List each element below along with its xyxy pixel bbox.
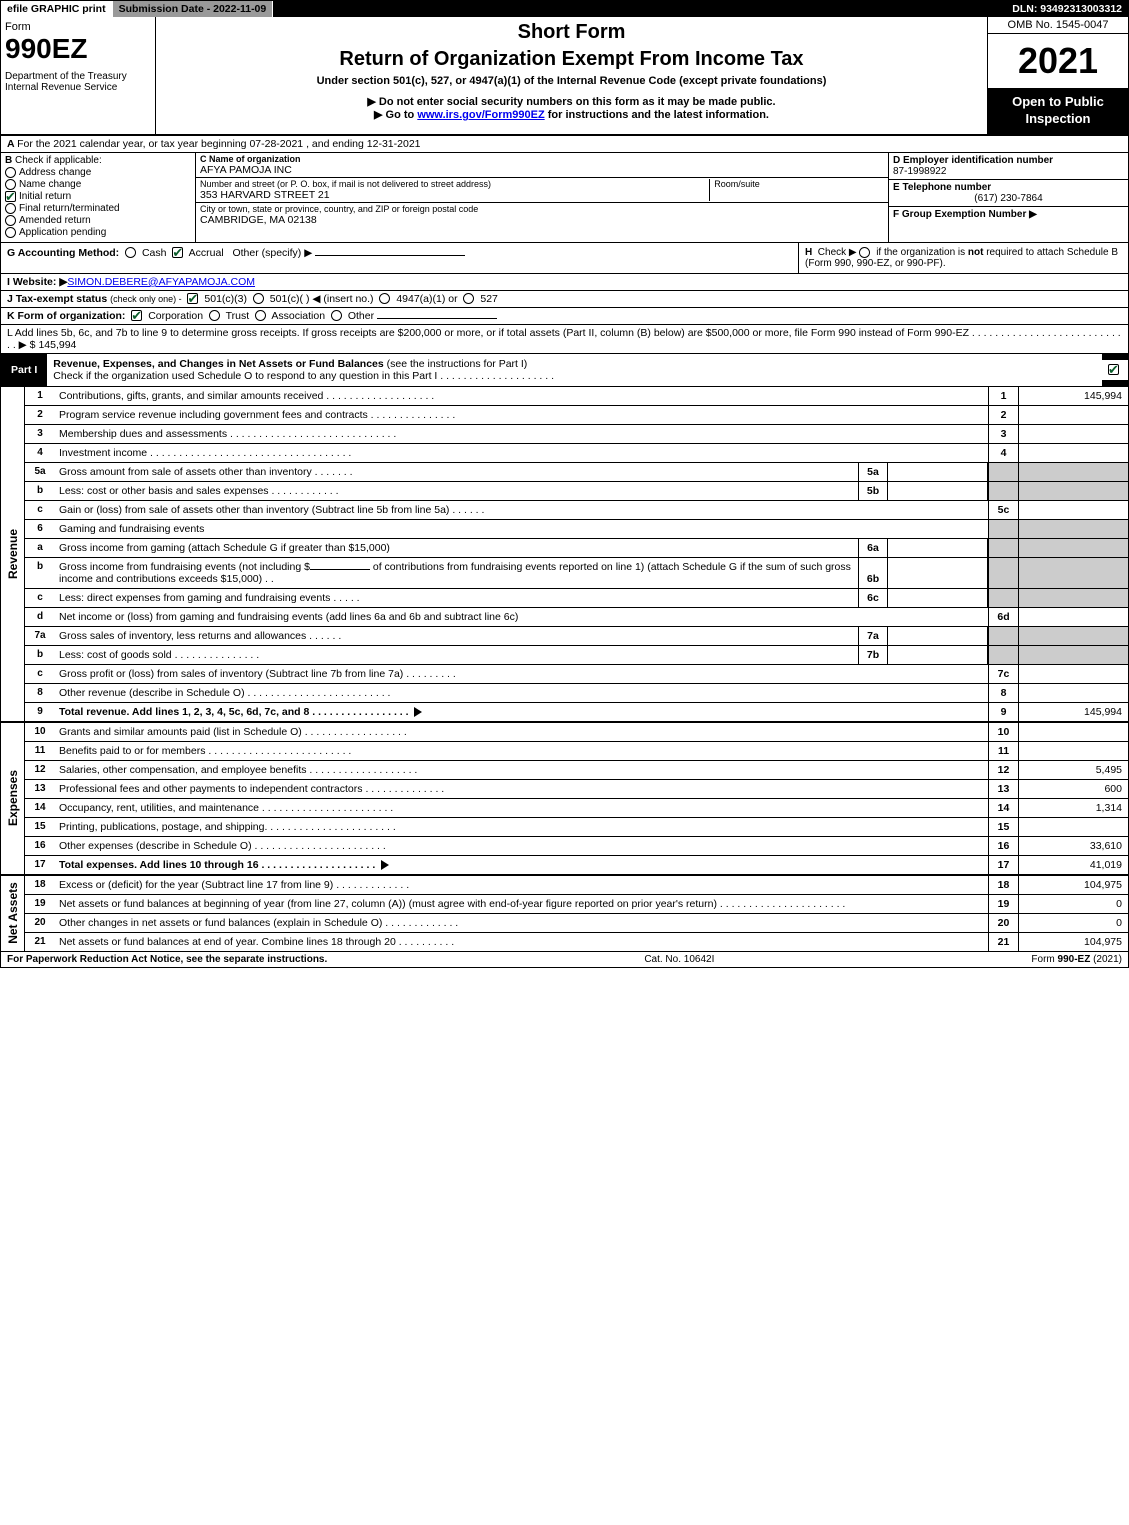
footer-center: Cat. No. 10642I [327,954,1031,965]
c-addr-label: Number and street (or P. O. box, if mail… [200,179,491,189]
header-center: Short Form Return of Organization Exempt… [156,17,988,134]
footer: For Paperwork Reduction Act Notice, see … [1,952,1128,967]
check-initial-return[interactable]: Initial return [5,191,191,202]
accrual-check[interactable] [172,247,183,258]
row-a-tax-year: A For the 2021 calendar year, or tax yea… [1,136,1128,153]
row-g-h: G Accounting Method: Cash Accrual Other … [1,243,1128,274]
arrow-icon [414,707,422,717]
section-b: B Check if applicable: Address change Na… [1,153,196,242]
expenses-vlabel: Expenses [1,723,25,874]
check-name-change[interactable]: Name change [5,179,191,190]
d-ein: D Employer identification number 87-1998… [889,153,1128,180]
row-j-tax-exempt: J Tax-exempt status (check only one) - 5… [1,291,1128,308]
check-final-return[interactable]: Final return/terminated [5,203,191,214]
j-4947-check[interactable] [379,293,390,304]
net-assets-table: Net Assets 18Excess or (deficit) for the… [1,876,1128,952]
irs-link[interactable]: www.irs.gov/Form990EZ [417,109,544,121]
check-amended-return[interactable]: Amended return [5,215,191,226]
top-bar: efile GRAPHIC print Submission Date - 20… [1,1,1128,17]
part-i-label: Part I [1,360,47,380]
c-city-label: City or town, state or province, country… [200,204,478,214]
footer-right: Form 990-EZ (2021) [1031,954,1122,965]
row-a-text: For the 2021 calendar year, or tax year … [17,138,420,150]
open-to-public: Open to Public Inspection [988,88,1128,134]
section-c: C Name of organization AFYA PAMOJA INC N… [196,153,888,242]
form-title: Return of Organization Exempt From Incom… [160,48,983,71]
b-title: Check if applicable: [15,155,102,166]
k-assoc-check[interactable] [255,310,266,321]
arrow-icon [381,860,389,870]
h-check[interactable] [859,247,870,258]
j-527-check[interactable] [463,293,474,304]
sub3-a: ▶ Go to [374,109,417,121]
j-501c3-check[interactable] [187,293,198,304]
part-i-header: Part I Revenue, Expenses, and Changes in… [1,354,1128,387]
header: Form 990EZ Department of the Treasury In… [1,17,1128,136]
check-application-pending[interactable]: Application pending [5,227,191,238]
revenue-table: Revenue 1Contributions, gifts, grants, a… [1,387,1128,723]
e-telephone: E Telephone number (617) 230-7864 [889,180,1128,207]
org-address: 353 HARVARD STREET 21 [200,189,330,201]
form-subtitle-1: Under section 501(c), 527, or 4947(a)(1)… [160,75,983,87]
g-accounting-method: G Accounting Method: Cash Accrual Other … [1,243,798,273]
short-form-label: Short Form [160,21,983,44]
row-k-form-org: K Form of organization: Corporation Trus… [1,308,1128,325]
k-trust-check[interactable] [209,310,220,321]
footer-left: For Paperwork Reduction Act Notice, see … [7,954,327,965]
f-group-exemption: F Group Exemption Number ▶ [889,207,1128,242]
ein-value: 87-1998922 [893,166,946,177]
gross-receipts-value: 145,994 [38,339,76,351]
telephone-value: (617) 230-7864 [893,193,1124,204]
room-label: Room/suite [714,179,760,189]
c-name-label: C Name of organization AFYA PAMOJA INC [200,154,884,176]
k-other-check[interactable] [331,310,342,321]
part-i-title: Revenue, Expenses, and Changes in Net As… [47,354,1102,386]
cash-check[interactable] [125,247,136,258]
omb-number: OMB No. 1545-0047 [988,17,1128,34]
org-name: AFYA PAMOJA INC [200,164,292,176]
expenses-table: Expenses 10Grants and similar amounts pa… [1,723,1128,876]
header-left: Form 990EZ Department of the Treasury In… [1,17,156,134]
website-link[interactable]: SIMON.DEBERE@AFYAPAMOJA.COM [67,276,255,288]
j-501c-check[interactable] [253,293,264,304]
dln-number: DLN: 93492313003312 [1006,1,1128,17]
section-b-through-f: B Check if applicable: Address change Na… [1,153,1128,243]
submission-date: Submission Date - 2022-11-09 [113,1,274,17]
revenue-vlabel: Revenue [1,387,25,721]
form-subtitle-3: ▶ Go to www.irs.gov/Form990EZ for instru… [160,108,983,121]
h-schedule-b: H Check ▶ if the organization is not req… [798,243,1128,273]
net-assets-vlabel: Net Assets [1,876,25,951]
row-i-website: I Website: ▶SIMON.DEBERE@AFYAPAMOJA.COM [1,274,1128,291]
tax-year: 2021 [988,34,1128,88]
efile-print-label[interactable]: efile GRAPHIC print [1,1,113,17]
section-def: D Employer identification number 87-1998… [888,153,1128,242]
check-address-change[interactable]: Address change [5,167,191,178]
department-label: Department of the Treasury Internal Reve… [5,71,151,93]
header-right: OMB No. 1545-0047 2021 Open to Public In… [988,17,1128,134]
form-subtitle-2: ▶ Do not enter social security numbers o… [160,95,983,108]
form-990ez-page: efile GRAPHIC print Submission Date - 20… [0,0,1129,968]
part-i-check[interactable] [1102,360,1128,380]
row-l-gross-receipts: L Add lines 5b, 6c, and 7b to line 9 to … [1,325,1128,354]
form-number: 990EZ [5,33,151,65]
sub3-b: for instructions and the latest informat… [545,109,769,121]
k-corp-check[interactable] [131,310,142,321]
org-city: CAMBRIDGE, MA 02138 [200,214,317,226]
form-label: Form [5,21,151,33]
